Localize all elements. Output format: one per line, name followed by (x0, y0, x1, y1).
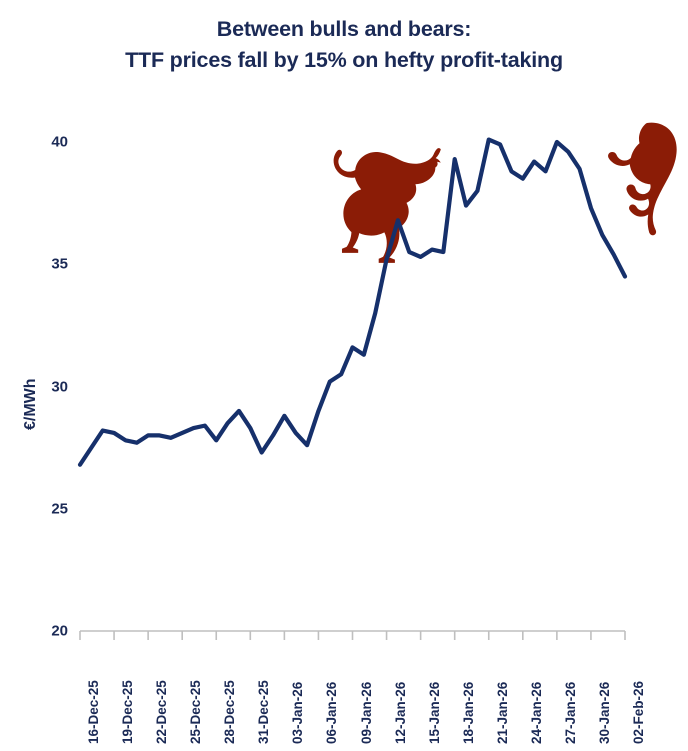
x-axis-tick-label: 06-Jan-26 (324, 681, 340, 744)
y-axis-tick-label: 25 (51, 500, 68, 518)
bear-icon (608, 122, 677, 236)
price-line (77, 137, 628, 467)
y-axis-title: €/MWh (22, 378, 39, 430)
x-axis-tick-label: 22-Dec-25 (154, 680, 170, 744)
x-axis-tick-label: 30-Jan-26 (596, 681, 612, 744)
chart-title: Between bulls and bears: TTF prices fall… (0, 14, 688, 76)
x-axis-tick-label: 27-Jan-26 (562, 681, 578, 744)
chart-title-line-1: Between bulls and bears: (216, 17, 472, 41)
y-axis-tick-label: 35 (51, 255, 68, 273)
chart-title-line-2: TTF prices fall by 15% on hefty profit-t… (125, 48, 563, 72)
x-axis-tick-label: 12-Jan-26 (392, 681, 408, 744)
x-axis-tick-label: 31-Dec-25 (256, 680, 272, 744)
y-axis-tick-label: 40 (51, 133, 68, 151)
x-axis-tick-label: 18-Jan-26 (460, 681, 476, 744)
x-axis-tick-label: 28-Dec-25 (222, 680, 238, 744)
y-axis-tick-label: 20 (51, 622, 68, 640)
y-axis-tick-label: 30 (51, 378, 68, 395)
x-axis-tick-label: 24-Jan-26 (528, 681, 544, 744)
x-axis-tick-label: 09-Jan-26 (358, 681, 374, 744)
bull-icon (333, 148, 441, 263)
x-axis-tick-label: 19-Dec-25 (120, 680, 136, 744)
x-axis-tick-label: 02-Feb-26 (631, 680, 646, 744)
x-axis-tick-label: 15-Jan-26 (426, 681, 442, 744)
x-axis-tick-label: 25-Dec-25 (188, 680, 204, 744)
x-axis-tick-label: 21-Jan-26 (494, 681, 510, 744)
x-axis-tick-label: 03-Jan-26 (290, 681, 306, 744)
x-axis-ticks (79, 631, 626, 640)
x-axis-tick-label: 16-Dec-25 (86, 680, 101, 744)
